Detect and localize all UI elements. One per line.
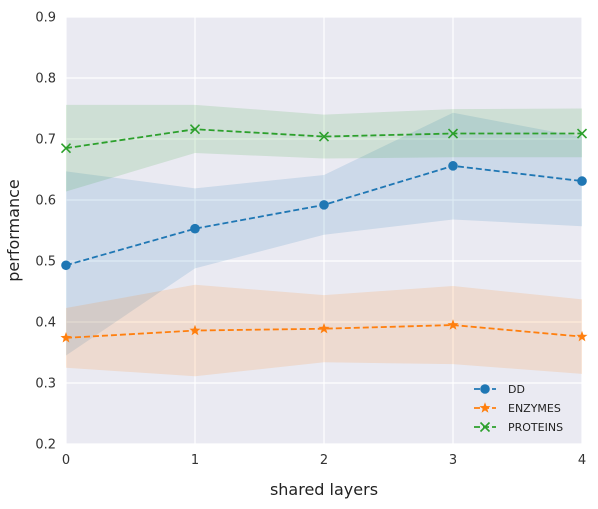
band-proteins [66,104,582,192]
legend-label-proteins: PROTEINS [508,421,563,434]
x-tick-label-3: 3 [449,453,457,468]
y-tick-label-3: 0.5 [35,255,56,270]
point-dd-4 [577,176,587,186]
point-dd-0 [61,260,71,271]
x-tick-label-1: 1 [191,453,199,468]
point-enzymes-0 [60,332,72,343]
legend: DD ENZYMES PROTEINS [474,383,563,434]
point-dd-3 [448,161,458,171]
point-enzymes-4 [576,330,588,342]
y-tick-labels: 0.2 0.3 0.4 0.5 0.6 0.7 0.8 0.9 [35,11,56,453]
series-markers [60,124,588,343]
point-proteins-1 [189,124,201,135]
point-proteins-4 [576,128,588,139]
point-enzymes-1 [189,324,201,336]
band-dd [66,112,582,356]
point-dd-1 [190,223,200,234]
legend-marker-enzymes [479,402,491,413]
x-axis-label: shared layers [270,480,378,499]
y-tick-label-7: 0.9 [35,11,56,26]
y-axis-label: performance [4,179,23,281]
x-tick-label-4: 4 [578,453,586,468]
line-proteins [65,128,582,150]
point-enzymes-3 [447,319,459,330]
y-tick-label-1: 0.3 [35,377,56,392]
point-enzymes-2 [318,322,330,334]
y-tick-label-5: 0.7 [35,133,56,148]
line-enzymes [65,324,583,339]
point-proteins-0 [60,143,72,154]
y-tick-label-2: 0.4 [35,316,56,331]
y-tick-label-4: 0.6 [35,194,56,209]
legend-marker-proteins [479,421,491,433]
point-proteins-2 [318,131,330,142]
legend-marker-dd [480,384,490,394]
y-tick-label-6: 0.8 [35,72,56,87]
x-tick-label-2: 2 [320,453,328,468]
legend-label-enzymes: ENZYMES [508,402,561,415]
x-tick-label-0: 0 [62,453,70,468]
x-tick-labels: 0 1 2 3 4 [62,453,586,468]
point-dd-2 [319,200,329,210]
point-proteins-3 [447,128,459,139]
y-tick-label-0: 0.2 [35,438,56,453]
legend-label-dd: DD [508,383,525,396]
